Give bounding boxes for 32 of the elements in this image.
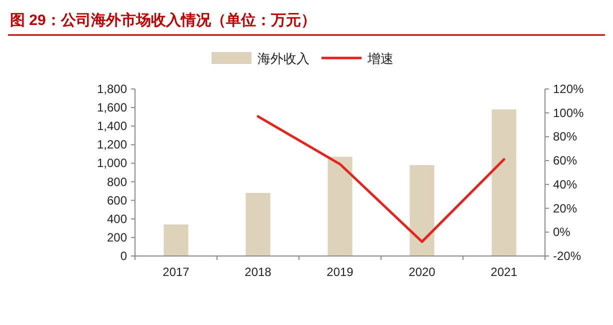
bar <box>164 224 188 256</box>
y2-tick-label: 100% <box>553 106 584 120</box>
x-tick-label: 2021 <box>490 265 518 279</box>
bar <box>246 192 270 256</box>
bar <box>410 165 434 256</box>
y2-tick-label: 120% <box>553 82 584 96</box>
y-tick-label: 400 <box>106 212 128 226</box>
bar <box>328 156 352 256</box>
y-tick-label: 1,000 <box>96 156 128 170</box>
legend-label: 增速 <box>366 51 394 66</box>
y-tick-label: 0 <box>120 249 128 263</box>
y2-tick-label: -20% <box>553 249 582 263</box>
y-tick-label: 200 <box>106 230 128 244</box>
line-series <box>256 115 506 243</box>
x-tick-label: 2018 <box>244 265 272 279</box>
x-tick-label: 2019 <box>326 265 354 279</box>
bar <box>492 109 516 256</box>
y-tick-label: 1,600 <box>96 100 128 115</box>
y2-tick-label: 20% <box>553 201 578 216</box>
y2-tick-label: 40% <box>553 177 578 192</box>
y-tick-label: 1,200 <box>96 138 128 152</box>
y-tick-label: 800 <box>106 174 128 189</box>
y-tick-label: 1,400 <box>96 119 128 134</box>
y-tick-label: 1,800 <box>96 82 128 96</box>
y2-tick-label: 60% <box>553 154 578 168</box>
y-tick-label: 600 <box>106 193 128 208</box>
legend-label: 海外收入 <box>258 51 310 66</box>
x-tick-label: 2020 <box>408 265 436 279</box>
chart-title: 图 29：公司海外市场收入情况（单位：万元） <box>10 11 316 29</box>
x-tick-label: 2017 <box>162 265 190 279</box>
y2-tick-label: 0% <box>553 225 571 240</box>
y2-tick-label: 80% <box>553 130 578 144</box>
